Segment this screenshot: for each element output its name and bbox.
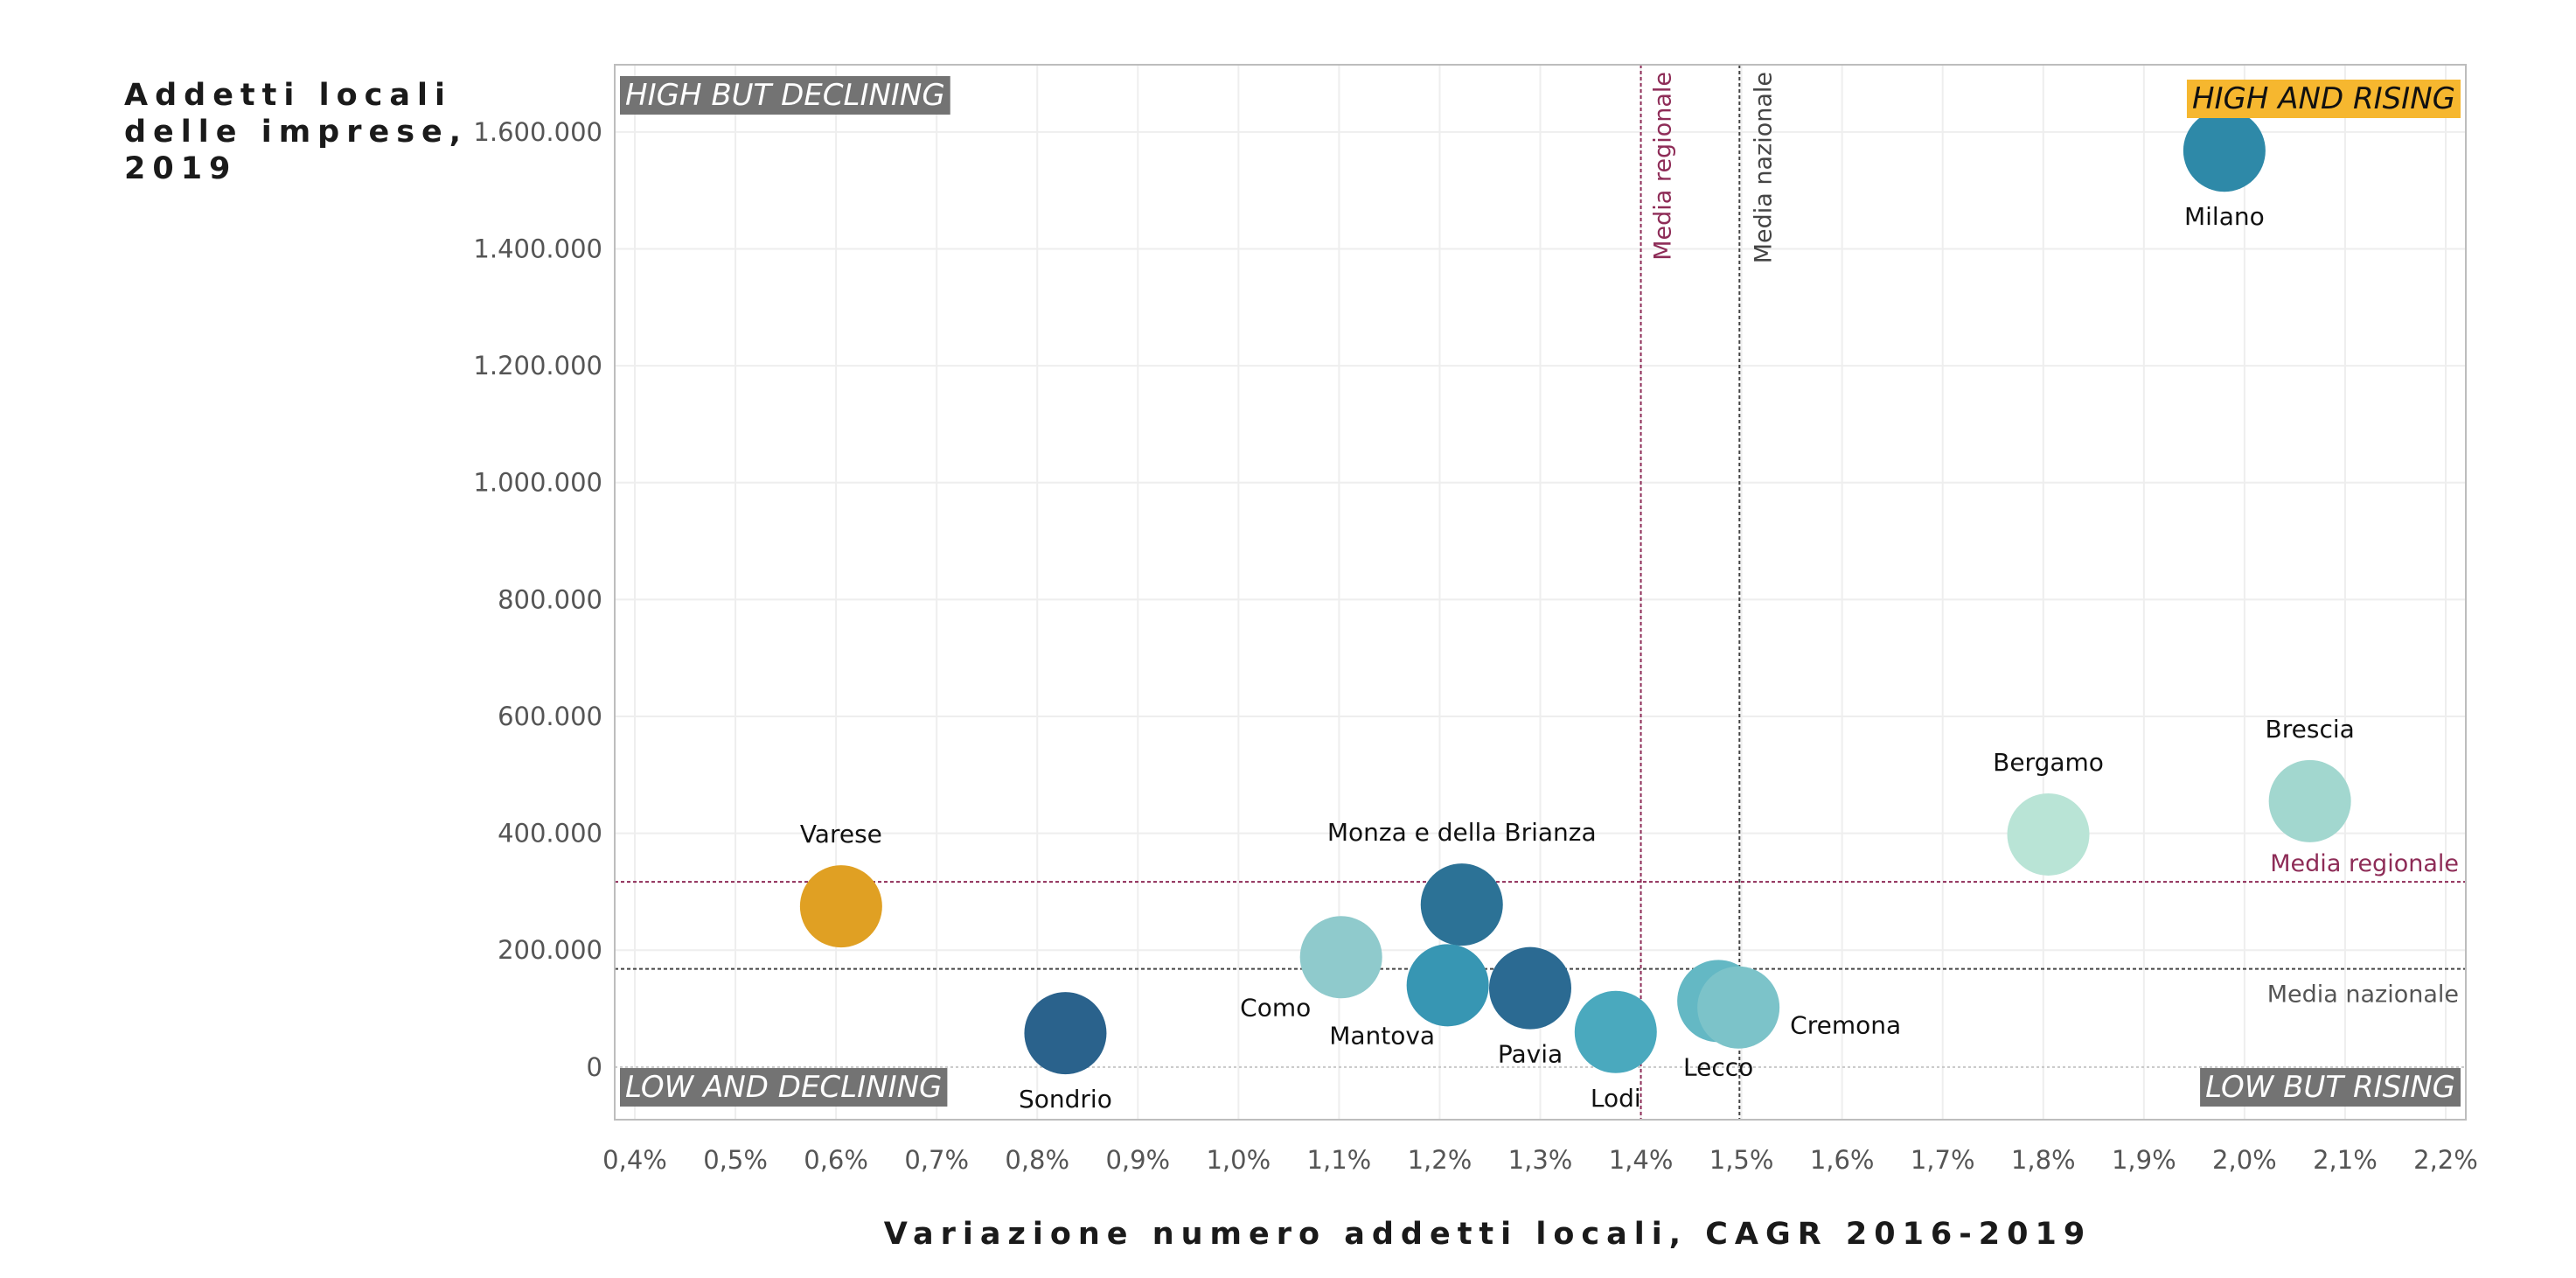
quadrant-bottom-right-background: [2200, 1068, 2461, 1107]
x-tick-label: 1,7%: [1911, 1145, 1975, 1175]
x-tick-label: 1,2%: [1408, 1145, 1472, 1175]
regional-horizontal-label: Media regionale: [2270, 850, 2459, 877]
quadrant-top-right: HIGH AND RISING: [2192, 81, 2455, 116]
point-label: Sondrio: [1019, 1085, 1112, 1114]
y-tick-label: 400.000: [498, 819, 602, 849]
quadrant-bottom-left: LOW AND DECLINING: [625, 1070, 942, 1105]
point-labels: Milano Brescia Bergamo Varese Monza e della …: [800, 202, 2355, 1114]
x-tick-label: 1,0%: [1206, 1145, 1271, 1175]
quadrant-top-right-box: HIGH AND RISING: [2186, 80, 2461, 118]
y-tick-label: 1.600.000: [473, 117, 602, 147]
x-tick-label: 0,9%: [1105, 1145, 1170, 1175]
point-monza-e-della-brianza: [1420, 863, 1503, 946]
x-tick-label: 2,1%: [2313, 1145, 2378, 1175]
point-label: Bergamo: [1993, 748, 2104, 777]
x-tick-label: 1,4%: [1609, 1145, 1674, 1175]
x-tick-label: 1,9%: [2112, 1145, 2176, 1175]
y-axis-title-line: Addetti locali: [124, 78, 452, 113]
y-axis-title-line: 2019: [124, 151, 237, 186]
x-tick-label: 0,4%: [602, 1145, 667, 1175]
point-label: Lodi: [1591, 1084, 1641, 1113]
x-axis-title: Variazione numero addetti locali, CAGR 2…: [884, 1217, 2092, 1252]
quadrant-bottom-right: LOW BUT RISING: [2205, 1070, 2455, 1105]
axes: 0,4% 0,5% 0,6% 0,7% 0,8% 0,9% 1,0% 1,1% 1,2% 1,3%…: [124, 78, 2478, 1252]
quadrant-top-left-background: [620, 76, 950, 115]
point-milano: [2183, 109, 2266, 192]
national-horizontal-label: Media nazionale: [2267, 981, 2459, 1009]
point-label: Milano: [2184, 202, 2265, 231]
x-tick-label: 0,5%: [703, 1145, 768, 1175]
x-tick-label: 0,8%: [1005, 1145, 1069, 1175]
point-label: Pavia: [1498, 1040, 1563, 1069]
national-vertical-label: Media nazionale: [1750, 72, 1777, 263]
point-label: Mantova: [1329, 1021, 1435, 1050]
x-tick-label: 0,6%: [804, 1145, 868, 1175]
point-como: [1299, 916, 1382, 999]
point-label: Varese: [800, 820, 882, 849]
point-label: Brescia: [2266, 715, 2355, 744]
data-points: [799, 109, 2351, 1075]
point-brescia: [2268, 759, 2351, 842]
point-bergamo: [2007, 793, 2090, 876]
x-tick-label: 1,8%: [2011, 1145, 2076, 1175]
point-cremona: [1697, 966, 1780, 1049]
y-tick-label: 1.400.000: [473, 234, 602, 263]
quadrant-top-left: HIGH BUT DECLINING: [625, 78, 945, 113]
x-tick-label: 1,1%: [1307, 1145, 1372, 1175]
y-tick-label: 200.000: [498, 935, 602, 965]
x-tick-label: 1,5%: [1709, 1145, 1774, 1175]
y-tick-label: 1.200.000: [473, 351, 602, 381]
y-tick-label: 800.000: [498, 584, 602, 614]
quadrant-bottom-left-background: [620, 1068, 948, 1107]
point-label: Lecco: [1683, 1052, 1753, 1081]
regional-vertical-label: Media regionale: [1650, 72, 1677, 261]
point-varese: [799, 865, 882, 948]
x-tick-label: 1,3%: [1508, 1145, 1573, 1175]
x-tick-label: 1,6%: [1810, 1145, 1875, 1175]
y-tick-label: 600.000: [498, 702, 602, 731]
y-tick-label: 0: [587, 1052, 602, 1082]
quadrant-labels: HIGH BUT DECLINING HIGH AND RISING LOW AND…: [620, 76, 2461, 1107]
point-label: Como: [1240, 993, 1311, 1022]
quadrant-bottom-right-box: LOW BUT RISING: [2200, 1068, 2461, 1107]
x-tick-label: 2,2%: [2413, 1145, 2478, 1175]
grid-lines: [615, 65, 2466, 1120]
point-label: Monza e della Brianza: [1327, 818, 1597, 847]
x-tick-label: 0,7%: [904, 1145, 969, 1175]
x-tick-label: 2,0%: [2212, 1145, 2277, 1175]
point-pavia: [1488, 946, 1571, 1030]
quadrant-bottom-left-box: LOW AND DECLINING: [620, 1068, 948, 1107]
y-tick-label: 1.000.000: [473, 468, 602, 498]
point-lodi: [1574, 990, 1657, 1073]
point-mantova: [1406, 944, 1489, 1027]
point-sondrio: [1024, 992, 1107, 1075]
plot-frame: [614, 64, 2467, 1121]
quadrant-top-left-box: HIGH BUT DECLINING: [620, 76, 950, 115]
y-axis-title-line: delle imprese,: [124, 115, 468, 150]
quadrant-top-right-background: [2186, 80, 2461, 118]
point-label: Cremona: [1790, 1011, 1901, 1040]
